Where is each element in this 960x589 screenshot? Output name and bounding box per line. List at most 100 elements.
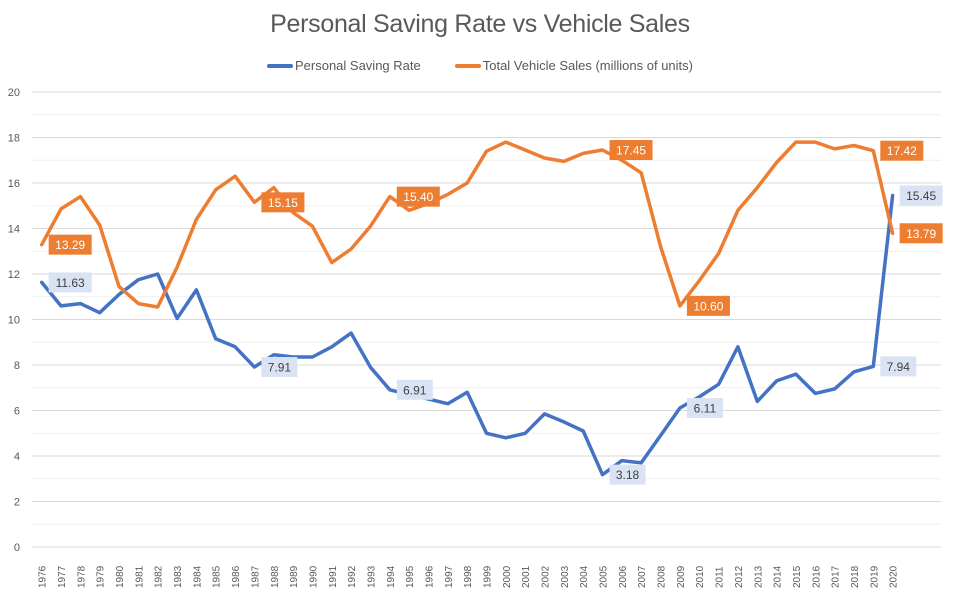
data-label-saving-rate: 6.11 bbox=[686, 397, 723, 418]
y-axis: 0 2 4 6 8 10 12 14 16 18 20 bbox=[8, 87, 20, 554]
data-label-saving-rate: 11.63 bbox=[48, 272, 92, 293]
x-tick-label: 2004 bbox=[579, 565, 590, 588]
x-tick-label: 1993 bbox=[366, 565, 377, 588]
x-tick-label: 1996 bbox=[424, 565, 435, 588]
x-tick-label: 2017 bbox=[831, 565, 842, 588]
x-tick-label: 1986 bbox=[231, 565, 242, 588]
x-tick-label: 2009 bbox=[676, 565, 687, 588]
data-label-box bbox=[609, 464, 646, 485]
x-tick-label: 1994 bbox=[386, 565, 397, 588]
x-tick-label: 2013 bbox=[753, 565, 764, 588]
data-label-vehicle-sales: 13.79 bbox=[899, 223, 943, 244]
data-label-box bbox=[261, 192, 305, 213]
series-line-saving-rate bbox=[39, 193, 895, 477]
data-label-saving-rate: 15.45 bbox=[899, 185, 943, 206]
x-tick-label: 2000 bbox=[502, 565, 513, 588]
y-tick-label: 0 bbox=[14, 542, 20, 554]
data-label-vehicle-sales: 13.29 bbox=[48, 234, 92, 255]
data-label-vehicle-sales: 17.45 bbox=[609, 140, 653, 161]
data-label-text: 17.45 bbox=[616, 144, 646, 158]
series-line-vehicle-sales bbox=[39, 140, 895, 309]
x-tick-label: 1977 bbox=[57, 565, 68, 588]
data-labels: 11.63 7.91 6.91 3.18 6.11 7.94 15.45 13.29 15.15… bbox=[48, 140, 943, 485]
x-tick-label: 2019 bbox=[869, 565, 880, 588]
x-tick-label: 2016 bbox=[811, 565, 822, 588]
x-tick-label: 1979 bbox=[96, 565, 107, 588]
data-label-text: 13.29 bbox=[55, 238, 85, 252]
x-tick-label: 2014 bbox=[773, 565, 784, 588]
data-label-box bbox=[48, 234, 92, 255]
data-label-text: 7.94 bbox=[887, 360, 911, 374]
y-tick-label: 14 bbox=[8, 224, 20, 236]
legend-swatch-saving-rate bbox=[266, 63, 293, 68]
x-tick-label: 2010 bbox=[695, 565, 706, 588]
legend-item-vehicle-sales[interactable]: Total Vehicle Sales (millions of units) bbox=[454, 58, 693, 73]
y-tick-label: 6 bbox=[14, 406, 20, 418]
x-tick-label: 2018 bbox=[850, 565, 861, 588]
data-label-text: 15.40 bbox=[403, 190, 433, 204]
y-tick-label: 20 bbox=[8, 87, 20, 99]
legend-item-saving-rate[interactable]: Personal Saving Rate bbox=[266, 58, 421, 73]
data-label-text: 6.11 bbox=[694, 401, 717, 415]
data-label-box bbox=[899, 223, 943, 244]
x-tick-label: 1980 bbox=[115, 565, 126, 588]
x-tick-label: 2005 bbox=[599, 565, 610, 588]
data-label-box bbox=[48, 272, 92, 293]
data-label-text: 11.63 bbox=[56, 276, 85, 290]
x-tick-label: 1998 bbox=[463, 565, 474, 588]
data-label-saving-rate: 6.91 bbox=[396, 379, 433, 400]
x-tick-label: 2002 bbox=[541, 565, 552, 588]
data-label-vehicle-sales: 15.15 bbox=[261, 192, 305, 213]
x-axis: 1976 1977 1978 1979 1980 1981 1982 1983 1984 1985… bbox=[38, 565, 900, 588]
y-tick-label: 4 bbox=[14, 451, 20, 463]
x-tick-label: 1992 bbox=[347, 565, 358, 588]
data-label-text: 6.91 bbox=[403, 383, 427, 397]
series-lines bbox=[39, 140, 895, 477]
data-label-box bbox=[396, 186, 440, 207]
x-tick-label: 1981 bbox=[134, 565, 145, 588]
data-label-saving-rate: 3.18 bbox=[609, 464, 646, 485]
data-label-box bbox=[880, 140, 924, 161]
data-label-box bbox=[880, 356, 917, 377]
data-label-vehicle-sales: 17.42 bbox=[880, 140, 924, 161]
x-tick-label: 2007 bbox=[637, 565, 648, 588]
data-label-text: 15.15 bbox=[268, 196, 298, 210]
x-tick-label: 2011 bbox=[715, 566, 726, 588]
data-label-box bbox=[609, 140, 653, 161]
data-label-text: 7.91 bbox=[268, 361, 292, 375]
x-tick-label: 1999 bbox=[483, 565, 494, 588]
data-label-vehicle-sales: 15.40 bbox=[396, 186, 440, 207]
data-label-box bbox=[396, 379, 433, 400]
x-tick-label: 1978 bbox=[76, 565, 87, 588]
data-label-text: 15.45 bbox=[906, 189, 936, 203]
gridlines bbox=[32, 91, 941, 548]
legend-label-vehicle-sales: Total Vehicle Sales (millions of units) bbox=[482, 58, 693, 73]
x-tick-label: 1997 bbox=[444, 565, 455, 588]
data-label-box bbox=[899, 185, 943, 206]
x-tick-label: 2012 bbox=[734, 565, 745, 588]
x-tick-label: 1987 bbox=[250, 565, 261, 588]
x-tick-label: 1985 bbox=[212, 565, 223, 588]
x-tick-label: 1995 bbox=[405, 565, 416, 588]
data-label-text: 10.60 bbox=[693, 299, 723, 313]
x-tick-label: 1976 bbox=[38, 565, 49, 588]
y-tick-label: 2 bbox=[14, 497, 20, 509]
y-tick-label: 10 bbox=[8, 315, 20, 327]
y-tick-label: 18 bbox=[8, 133, 20, 145]
x-tick-label: 2008 bbox=[657, 565, 668, 588]
legend-label-saving-rate: Personal Saving Rate bbox=[294, 58, 421, 73]
x-tick-label: 2020 bbox=[889, 565, 900, 588]
x-tick-label: 2015 bbox=[792, 565, 803, 588]
data-label-saving-rate: 7.91 bbox=[261, 357, 298, 378]
data-label-box bbox=[686, 295, 730, 316]
x-tick-label: 1984 bbox=[192, 565, 203, 588]
x-tick-label: 2003 bbox=[560, 565, 571, 588]
x-tick-label: 1990 bbox=[308, 565, 319, 588]
y-tick-label: 12 bbox=[8, 269, 20, 281]
y-tick-label: 16 bbox=[8, 178, 20, 190]
x-tick-label: 1983 bbox=[173, 565, 184, 588]
chart-title: Personal Saving Rate vs Vehicle Sales bbox=[270, 10, 690, 38]
x-tick-label: 1991 bbox=[328, 565, 339, 588]
y-tick-label: 8 bbox=[14, 360, 20, 372]
